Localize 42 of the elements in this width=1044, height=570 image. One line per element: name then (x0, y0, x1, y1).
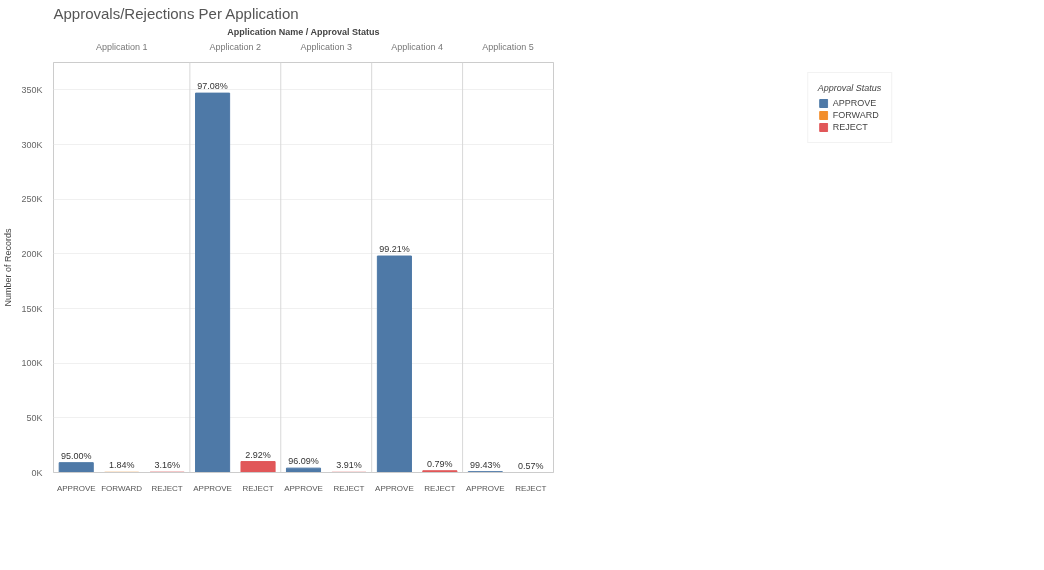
x-tick-label: REJECT (424, 483, 456, 493)
annotation: 3.91% (336, 460, 362, 471)
text: Application 1 (95, 41, 148, 52)
annotation: 96.09% (288, 456, 319, 467)
x-tick-label: REJECT (151, 483, 183, 493)
x-tick-label: APPROVE (193, 483, 232, 493)
x-tick-label: REJECT (242, 483, 274, 493)
text: Application 5 (482, 41, 534, 52)
text: Application 4 (391, 41, 443, 52)
annotation: 3.16% (154, 460, 180, 471)
chart-title: Approvals/Rejections Per Application (53, 4, 299, 22)
y-tick-label: 100K (21, 358, 43, 369)
legend-label: APPROVE (832, 98, 877, 108)
y-tick-label: 150K (21, 303, 43, 314)
y-tick-label: 0K (31, 467, 43, 478)
legend-label: REJECT (832, 122, 868, 132)
annotation: 97.08% (197, 81, 228, 92)
y-tick-label: 200K (21, 248, 43, 259)
legend-label: FORWARD (832, 110, 879, 120)
annotation: 99.43% (470, 459, 501, 470)
y-tick-label: 250K (21, 194, 43, 205)
y-tick-label: 350K (21, 84, 43, 95)
text: Application 3 (300, 41, 353, 52)
annotation: 1.84% (108, 460, 135, 471)
x-tick-label: APPROVE (284, 483, 323, 493)
x-tick-label: REJECT (333, 483, 365, 493)
x-tick-label: FORWARD (101, 483, 143, 493)
x-tick-label: REJECT (515, 483, 547, 493)
annotation: 0.79% (427, 458, 453, 469)
y-tick-label: 50K (26, 412, 43, 423)
text: Application 2 (209, 41, 262, 52)
y-axis-title: Number of Records (3, 227, 14, 307)
annotation: 0.57% (518, 460, 544, 471)
annotation: 99.21% (379, 244, 410, 255)
annotation: 95.00% (60, 450, 92, 461)
x-tick-label: APPROVE (465, 483, 505, 493)
x-axis-title: Application Name / Approval Status (227, 26, 380, 37)
y-tick-label: 300K (21, 139, 43, 150)
x-tick-label: APPROVE (56, 483, 96, 493)
x-tick-label: APPROVE (375, 483, 414, 493)
legend-title: Approval Status (817, 83, 882, 93)
annotation: 2.92% (245, 449, 271, 460)
